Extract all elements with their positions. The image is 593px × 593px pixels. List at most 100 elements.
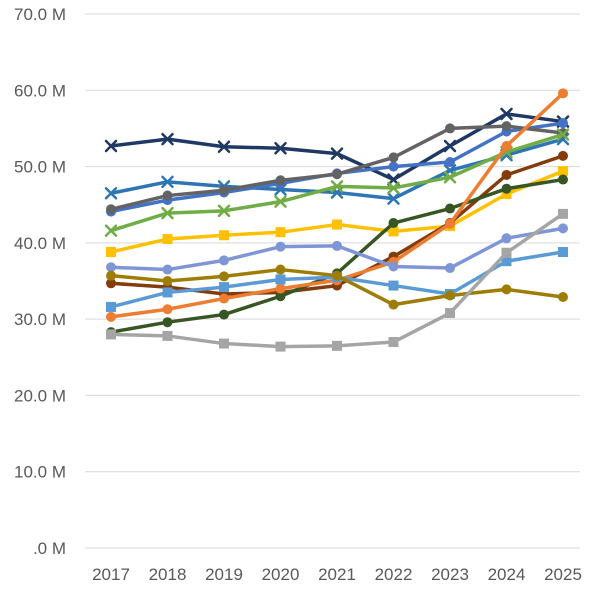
data-point <box>332 340 342 351</box>
x-tick-label: 2020 <box>262 565 300 584</box>
data-point <box>558 292 568 303</box>
data-point <box>501 140 512 151</box>
data-point <box>445 123 455 134</box>
y-tick-label: 20.0 M <box>14 386 66 405</box>
data-point <box>106 311 116 322</box>
data-point <box>500 107 513 121</box>
data-point <box>330 180 344 193</box>
data-point <box>162 264 173 275</box>
data-point <box>106 270 116 281</box>
x-axis-tick-labels: 2017 2018 2019 2020 2021 2022 2023 2024 2025 <box>92 565 582 584</box>
series-10 <box>106 223 568 275</box>
data-point <box>275 291 286 302</box>
series-13 <box>106 208 568 352</box>
data-point <box>558 150 568 161</box>
data-point <box>558 88 568 99</box>
data-point <box>445 308 455 319</box>
data-point <box>106 329 116 340</box>
data-point <box>162 276 173 286</box>
series-6 <box>106 166 568 258</box>
data-point <box>219 271 229 282</box>
data-point <box>388 161 399 172</box>
data-point <box>275 175 286 186</box>
data-point <box>558 208 568 219</box>
data-point <box>443 139 457 153</box>
data-point <box>275 227 286 238</box>
x-tick-label: 2018 <box>149 565 187 584</box>
data-point <box>219 230 229 241</box>
data-point <box>388 218 399 229</box>
data-point <box>219 185 229 196</box>
data-point <box>332 240 342 251</box>
data-point <box>445 203 455 214</box>
y-tick-label: 10.0 M <box>14 463 66 482</box>
data-point <box>275 341 286 352</box>
data-point <box>332 270 342 281</box>
x-tick-label: 2024 <box>488 565 526 584</box>
y-tick-label: .0 M <box>33 539 66 558</box>
y-tick-label: 40.0 M <box>14 234 66 253</box>
data-point <box>217 204 231 218</box>
data-point <box>388 152 399 163</box>
data-point <box>501 256 512 267</box>
x-tick-label: 2023 <box>431 565 469 584</box>
data-point <box>388 337 399 348</box>
data-point <box>558 174 568 185</box>
data-point <box>501 121 512 132</box>
data-point <box>388 280 399 291</box>
data-point <box>106 204 116 215</box>
data-point <box>332 169 342 180</box>
data-point <box>161 175 174 189</box>
data-point <box>217 140 231 153</box>
data-point <box>558 166 568 177</box>
data-point <box>388 226 399 237</box>
data-point <box>275 241 286 252</box>
data-point <box>501 284 512 295</box>
data-point <box>443 171 457 184</box>
data-point <box>558 118 568 129</box>
data-point <box>388 299 399 310</box>
data-point <box>161 206 174 220</box>
data-point <box>162 304 173 315</box>
data-point <box>106 278 116 289</box>
x-tick-label: 2017 <box>92 565 130 584</box>
data-point <box>558 223 568 234</box>
data-point <box>162 287 173 298</box>
data-point <box>162 190 173 201</box>
data-point <box>445 290 455 301</box>
x-tick-label: 2021 <box>318 565 356 584</box>
data-point <box>219 309 229 320</box>
y-tick-label: 60.0 M <box>14 81 66 100</box>
data-point <box>162 317 173 328</box>
y-axis-tick-labels: .0 M 10.0 M 20.0 M 30.0 M 40.0 M 50.0 M 60.0 M… <box>14 5 66 558</box>
data-point <box>162 234 173 245</box>
data-point <box>501 247 512 258</box>
data-point <box>387 181 400 195</box>
data-point <box>556 128 570 141</box>
data-point <box>445 218 455 229</box>
data-point <box>501 169 512 180</box>
data-point <box>219 338 229 349</box>
data-point <box>219 255 229 266</box>
series-12 <box>106 264 568 310</box>
data-point <box>219 282 229 293</box>
series-3 <box>106 118 568 217</box>
y-tick-label: 70.0 M <box>14 5 66 24</box>
data-point <box>332 219 342 230</box>
series-1 <box>104 107 570 186</box>
data-point <box>106 301 116 312</box>
data-point <box>161 132 174 146</box>
data-point <box>501 233 512 244</box>
data-point <box>388 261 399 272</box>
data-point <box>274 142 287 155</box>
data-point <box>275 264 286 275</box>
data-point <box>104 187 118 200</box>
x-tick-label: 2025 <box>544 565 582 584</box>
series-4 <box>106 121 568 215</box>
data-point <box>219 293 229 304</box>
y-tick-label: 50.0 M <box>14 158 66 177</box>
data-point <box>275 274 286 285</box>
y-tick-label: 30.0 M <box>14 310 66 329</box>
data-point <box>274 195 287 208</box>
